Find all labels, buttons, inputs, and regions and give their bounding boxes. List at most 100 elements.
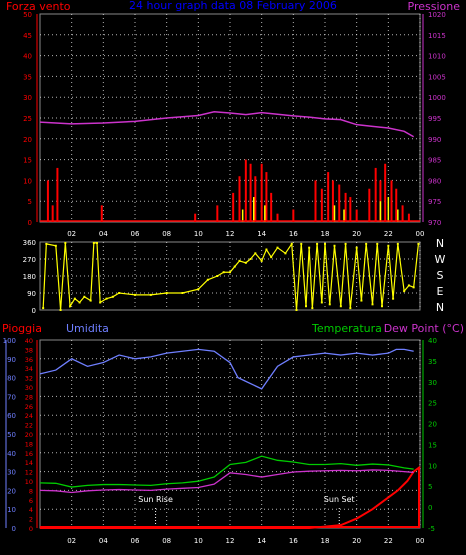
rain-tick-label: 36 <box>25 356 33 364</box>
direction-point <box>387 244 390 247</box>
direction-point <box>83 295 86 298</box>
sun-set-label: Sun Set <box>324 495 355 504</box>
rain-tick-label: 32 <box>25 375 33 383</box>
rain-tick-label: 38 <box>25 346 33 354</box>
direction-point <box>407 284 410 287</box>
temperature-tick-label: 20 <box>428 421 437 429</box>
rain-tick-label: 34 <box>25 365 33 373</box>
humidity-line <box>39 348 414 390</box>
rain-tick-label: 4 <box>29 506 33 514</box>
wind-tick-label: 45 <box>23 32 32 40</box>
rain-tick-label: 28 <box>25 393 33 401</box>
pressure-tick-label: 1000 <box>428 94 446 102</box>
rain-tick-label: 16 <box>25 450 33 458</box>
direction-tick-label: 360 <box>23 239 36 247</box>
pressure-axis-label: Pressione <box>408 0 461 13</box>
wind-tick-label: 0 <box>28 219 32 227</box>
direction-point <box>197 288 200 291</box>
direction-point <box>69 305 72 308</box>
humidity-tick-label: 30 <box>7 469 16 477</box>
humidity-tick-label: 80 <box>7 375 16 383</box>
wind-tick-label: 25 <box>23 115 32 123</box>
direction-letter-n-top: N <box>436 237 444 250</box>
top-x-tick-label: 22 <box>384 230 393 238</box>
pressure-tick-label: 970 <box>428 219 441 227</box>
top-x-tick-label: 08 <box>162 230 171 238</box>
direction-point <box>324 242 326 245</box>
temperature-tick-label: 10 <box>428 462 437 470</box>
bottom-x-tick-label: 22 <box>384 537 393 545</box>
humidity-tick-label: 0 <box>12 525 16 533</box>
top-x-tick-label: 02 <box>67 230 76 238</box>
temperature-line <box>39 455 414 488</box>
direction-point <box>320 301 323 304</box>
wind-tick-label: 30 <box>23 94 32 102</box>
direction-point <box>92 241 95 244</box>
wind-tick-label: 35 <box>23 73 32 81</box>
direction-point <box>308 246 311 249</box>
direction-point <box>295 309 298 311</box>
direction-point <box>111 295 114 298</box>
direction-tick-label: 0 <box>32 307 36 315</box>
direction-point <box>222 271 225 274</box>
wind-tick-label: 40 <box>23 53 32 61</box>
direction-point <box>42 307 45 310</box>
bottom-x-tick-label: 12 <box>226 537 235 545</box>
direction-point <box>96 241 98 244</box>
pressure-line <box>39 111 415 138</box>
direction-letter-e: E <box>437 285 444 298</box>
rain-tick-label: 6 <box>29 497 33 505</box>
chart-marks: 0510152025303540455097097598098599099510… <box>3 11 446 545</box>
bottom-x-tick-label: 02 <box>67 537 76 545</box>
bottom-x-tick-label: 00 <box>416 537 425 545</box>
wind-axis-label: Forza vento <box>6 0 71 13</box>
direction-point <box>381 305 383 308</box>
direction-point <box>181 292 184 294</box>
humidity-tick-label: 50 <box>7 431 16 439</box>
sun-rise-label: Sun Rise <box>138 495 173 504</box>
direction-letter-w: W <box>435 253 446 266</box>
bottom-x-tick-label: 06 <box>131 537 140 545</box>
direction-point <box>412 286 415 289</box>
direction-point <box>249 258 252 260</box>
bottom-x-tick-label: 20 <box>352 537 361 545</box>
humidity-tick-label: 70 <box>7 393 16 401</box>
direction-point <box>244 261 247 264</box>
top-x-tick-label: 14 <box>257 230 266 238</box>
direction-point <box>396 242 399 245</box>
wind-tick-label: 20 <box>23 136 32 144</box>
top-x-tick-label: 20 <box>352 230 361 238</box>
pressure-tick-label: 975 <box>428 198 441 206</box>
rain-tick-label: 12 <box>25 469 33 477</box>
dewpoint-line <box>39 469 414 494</box>
humidity-tick-label: 40 <box>7 450 16 458</box>
direction-point <box>328 303 331 306</box>
rain-tick-label: 40 <box>25 337 33 345</box>
wind-tick-label: 5 <box>28 198 32 206</box>
direction-point <box>73 297 76 300</box>
rain-tick-label: 26 <box>25 403 33 411</box>
temperature-tick-label: -5 <box>428 525 435 533</box>
direction-point <box>134 293 136 296</box>
direction-tick-label: 180 <box>23 273 36 281</box>
temperature-tick-label: 15 <box>428 441 437 449</box>
direction-point <box>403 290 406 293</box>
rain-tick-label: 24 <box>25 412 33 420</box>
humidity-axis-label: Umidita <box>66 322 109 335</box>
direction-point <box>54 244 57 247</box>
top-x-tick-label: 10 <box>194 230 203 238</box>
temperature-tick-label: 25 <box>428 400 437 408</box>
pressure-tick-label: 1020 <box>428 11 446 19</box>
temperature-tick-label: 0 <box>428 504 432 512</box>
direction-point <box>360 299 363 302</box>
bottom-x-tick-label: 14 <box>257 537 266 545</box>
rain-tick-label: 2 <box>29 516 33 524</box>
rain-tick-label: 0 <box>29 525 33 533</box>
direction-point <box>316 242 319 245</box>
direction-point <box>333 244 336 247</box>
direction-point <box>344 242 347 245</box>
humidity-tick-label: 20 <box>7 487 16 495</box>
direction-point <box>233 265 236 268</box>
